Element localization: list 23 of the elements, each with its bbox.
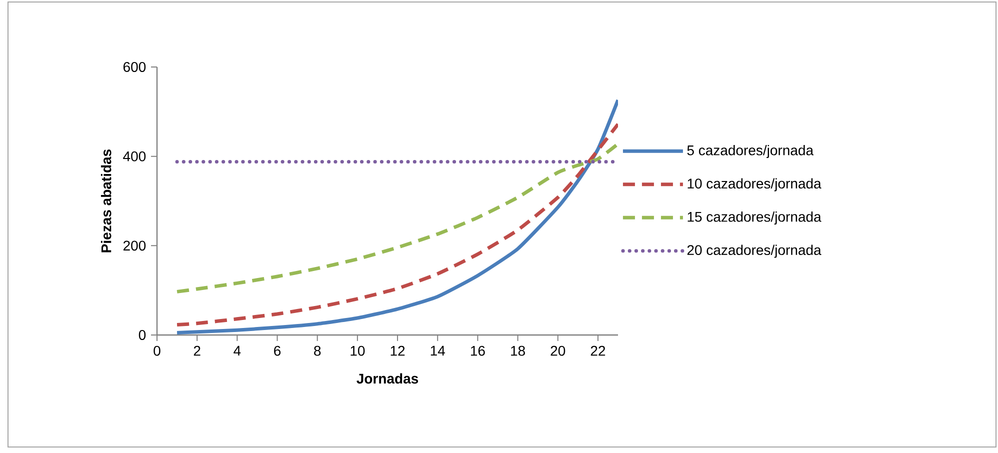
x-tick-label: 16 <box>470 346 485 356</box>
y-axis-title: Piezas abatidas <box>100 149 112 252</box>
y-tick-label: 200 <box>123 240 146 251</box>
x-tick-label: 18 <box>511 346 525 356</box>
x-tick-label: 8 <box>314 346 321 356</box>
x-tick-label: 22 <box>590 346 606 356</box>
x-tick-label: 20 <box>550 346 566 356</box>
x-tick-label: 0 <box>154 346 160 356</box>
y-tick-label: 400 <box>123 151 146 162</box>
x-tick-label: 6 <box>274 346 281 356</box>
legend-label: 5 cazadores/jornada <box>687 145 814 158</box>
legend-label: 15 cazadores/jornada <box>688 212 822 225</box>
x-tick-label: 12 <box>390 346 405 356</box>
x-tick-label: 10 <box>350 346 365 356</box>
y-tick-label: 0 <box>138 330 146 340</box>
legend-label: 10 cazadores/jornada <box>688 178 822 192</box>
x-axis-title: Jornadas <box>356 373 418 384</box>
y-tick-label: 600 <box>123 62 146 72</box>
legend-label: 20 cazadores/jornada <box>687 244 822 258</box>
x-tick-label: 2 <box>194 346 200 356</box>
x-tick-label: 4 <box>234 346 241 356</box>
line-series <box>175 142 618 294</box>
x-tick-label: 14 <box>430 346 445 356</box>
